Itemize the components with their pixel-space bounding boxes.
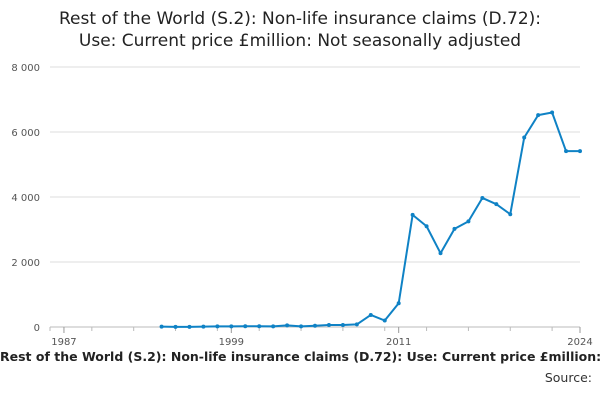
y-tick-label: 8 000 — [11, 63, 40, 74]
data-point[interactable] — [508, 212, 513, 217]
data-point[interactable] — [452, 226, 457, 231]
chart-title-line-1: Rest of the World (S.2): Non-life insura… — [58, 9, 542, 29]
data-point[interactable] — [578, 149, 582, 154]
series-layer — [159, 110, 582, 329]
data-point[interactable] — [382, 318, 387, 323]
footer-title: Rest of the World (S.2): Non-life insura… — [0, 349, 600, 364]
data-point[interactable] — [159, 324, 164, 329]
data-point[interactable] — [326, 323, 331, 328]
data-point[interactable] — [396, 301, 401, 306]
data-point[interactable] — [215, 324, 220, 329]
data-point[interactable] — [494, 202, 499, 207]
y-tick-label: 4 000 — [11, 193, 40, 204]
chart-title-line-2: Use: Current price £million: Not seasona… — [78, 31, 522, 51]
data-point[interactable] — [201, 324, 206, 329]
data-point[interactable] — [438, 251, 443, 256]
source-label: Source: — [544, 370, 592, 385]
chart-title: Rest of the World (S.2): Non-life insura… — [0, 8, 600, 52]
data-point[interactable] — [173, 324, 178, 329]
data-point[interactable] — [522, 135, 527, 140]
data-point[interactable] — [410, 212, 415, 217]
data-point[interactable] — [285, 323, 290, 328]
data-point[interactable] — [271, 324, 276, 329]
data-point[interactable] — [536, 113, 541, 118]
data-point[interactable] — [466, 219, 471, 224]
y-tick-label: 0 — [34, 323, 40, 334]
data-point[interactable] — [550, 110, 555, 115]
data-point[interactable] — [229, 324, 234, 329]
data-point[interactable] — [187, 324, 192, 329]
x-tick-label: 2011 — [386, 337, 411, 348]
x-tick-label: 2024 — [567, 337, 592, 348]
x-axis: 1987 1999 2011 2024 — [49, 326, 593, 348]
data-point[interactable] — [368, 312, 373, 317]
y-axis: 0 2 000 4 000 6 000 8 000 — [11, 63, 40, 334]
data-point[interactable] — [243, 324, 248, 329]
y-tick-label: 6 000 — [11, 128, 40, 139]
y-tick-label: 2 000 — [11, 258, 40, 269]
data-point[interactable] — [299, 324, 304, 329]
data-point[interactable] — [313, 323, 317, 328]
data-point[interactable] — [564, 149, 569, 154]
x-tick-label: 1987 — [51, 337, 76, 348]
data-point[interactable] — [424, 224, 429, 229]
data-point[interactable] — [354, 322, 359, 327]
grid-lines — [50, 66, 580, 263]
data-point[interactable] — [480, 195, 485, 200]
x-tick-label: 1999 — [219, 337, 244, 348]
data-point[interactable] — [340, 323, 345, 328]
series-line — [161, 111, 580, 328]
data-point[interactable] — [257, 324, 262, 329]
